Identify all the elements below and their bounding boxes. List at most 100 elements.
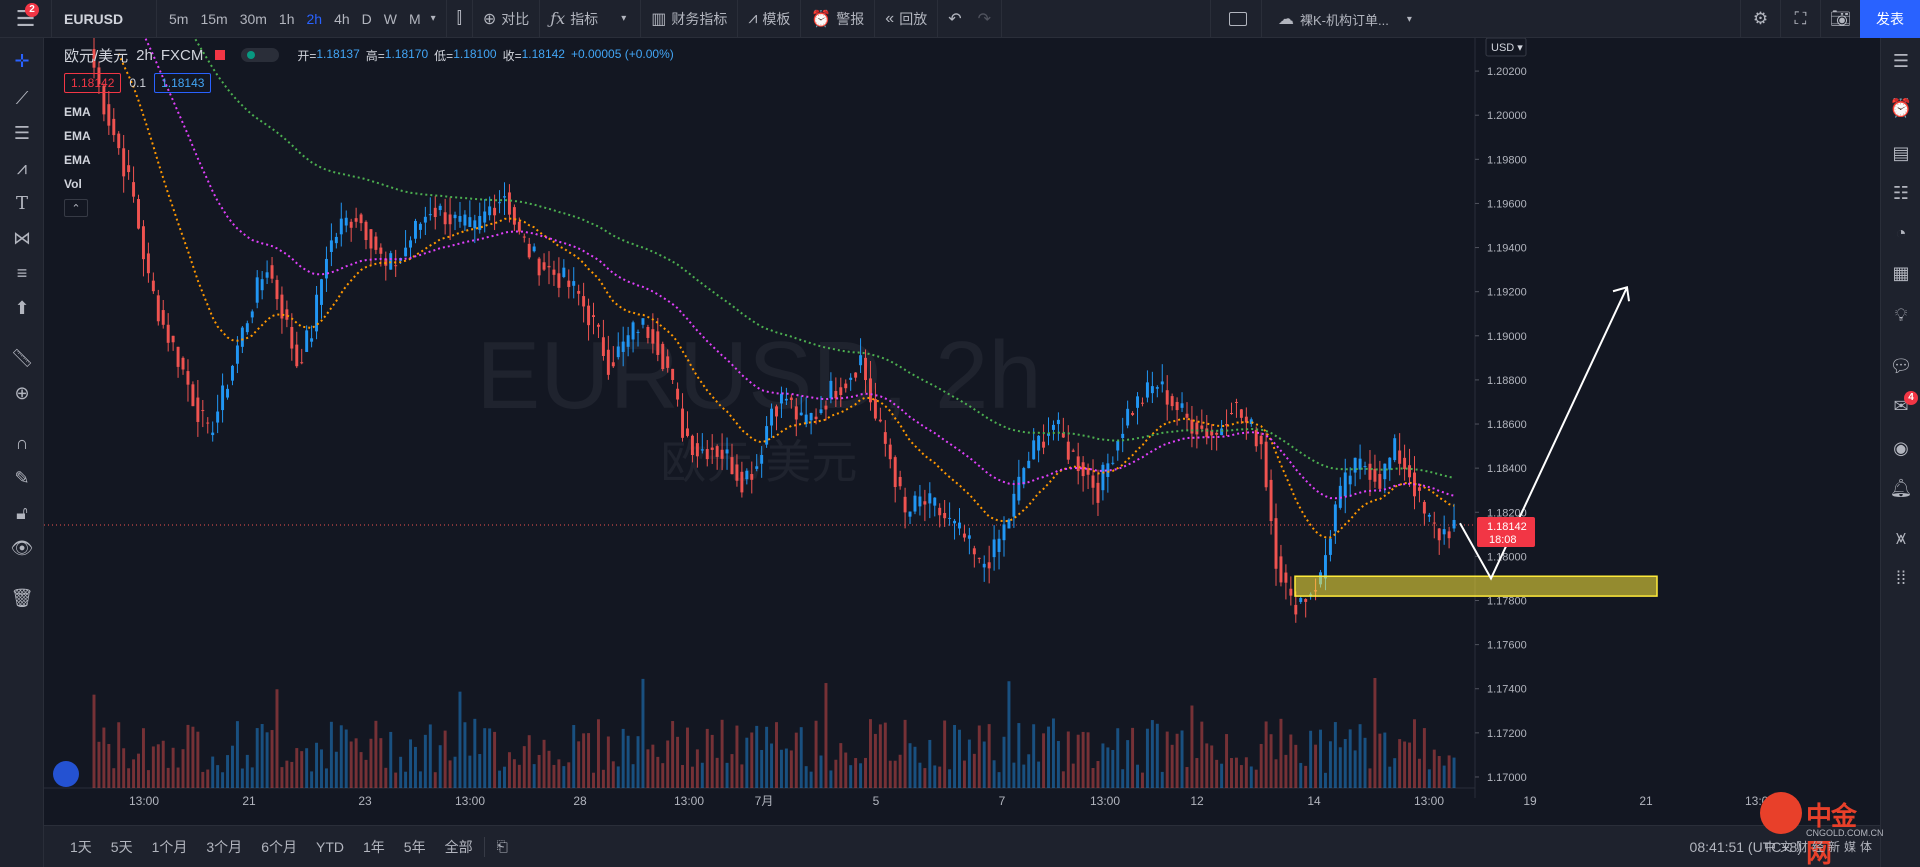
alerts-button[interactable]: ⏰ [1881,93,1920,123]
text-tool[interactable]: T [0,188,44,218]
main-menu-button[interactable]: ☰ 2 [0,0,52,38]
snapshot-button[interactable]: 📷︎ [1820,0,1860,38]
indicator-ema-3[interactable]: EMA [64,153,91,167]
candle-body [1343,472,1347,497]
node-tool[interactable]: ⋈ [0,223,44,253]
volume-bar [478,754,482,788]
indicator-volume[interactable]: Vol [64,177,82,191]
candle-body [1160,381,1164,385]
x-tick-label: 19 [1523,794,1537,808]
data-window-button[interactable]: ☷ [1881,178,1920,208]
interval-m[interactable]: M [409,10,421,27]
draw-mode-tool[interactable]: ✎ [0,463,44,493]
interval-w[interactable]: W [383,10,397,27]
hide-tool[interactable]: 👁︎ [0,533,44,563]
candle-body [611,362,615,367]
volume-bar [1299,762,1303,788]
price-chart[interactable]: EURUSD, 2h 欧元/美元 1.20200 1.20000 1.19800 1.19… [44,38,1880,825]
range-3m[interactable]: 3个月 [206,838,243,855]
fullscreen-button[interactable]: ⛶ [1780,0,1820,38]
interval-dropdown-icon[interactable]: ▾ [430,13,436,24]
crosshair-tool[interactable]: ✛ [0,46,44,76]
buy-button[interactable]: 1.18143 [154,73,212,93]
market-status-toggle[interactable] [241,48,280,62]
lock-icon: 🔓︎ [16,502,28,523]
lock-tool[interactable]: 🔓︎ [0,498,44,528]
candle-body [522,236,526,238]
dom-button[interactable]: ⁞⁞ [1881,563,1920,593]
notifications-button[interactable]: 🔔︎ [1881,473,1920,503]
fib-tool[interactable]: ≡ [0,258,44,288]
candle-body [859,355,863,366]
interval-1h[interactable]: 1h [278,10,295,27]
trading-button[interactable]: ⩙ [1881,523,1920,553]
legend-collapse-button[interactable]: ⌃ [64,199,88,217]
range-1d[interactable]: 1天 [70,838,92,855]
compare-button[interactable]: ⊕ 对比 [473,0,541,38]
layout-select-icon[interactable] [1229,12,1247,26]
alert-button[interactable]: ⏰ 警报 [801,0,876,38]
pattern-tool[interactable]: ⩘ [0,153,44,183]
interval-d[interactable]: D [361,10,372,27]
messages-button[interactable]: ✉ 4 [1881,391,1920,421]
settings-button[interactable]: ⚙ [1740,0,1780,38]
range-6m[interactable]: 6个月 [261,838,297,855]
magnet-tool[interactable]: ∩ [0,428,44,458]
horizontal-line-tool[interactable]: ☰ [0,118,44,148]
news-button[interactable]: ▤ [1881,138,1920,168]
indicator-ema-1[interactable]: EMA [64,105,91,119]
indicators-button[interactable]: ƒx 指标 ▾ [540,0,642,38]
redo-icon[interactable]: ↷ [977,10,992,28]
interval-5m[interactable]: 5m [169,10,189,27]
range-1m[interactable]: 1个月 [151,838,188,855]
layout-name-button[interactable]: ☁ 裸K-机构订单... ▾ [1261,0,1422,38]
publish-button[interactable]: 发表 [1860,0,1920,38]
arrow-tool[interactable]: ⬆ [0,293,44,323]
replay-button[interactable]: «回放 [875,0,939,38]
volume-bar [280,767,284,788]
hotlist-button[interactable]: ◔ [1881,218,1920,248]
range-5d[interactable]: 5天 [110,838,133,855]
remove-drawings-tool[interactable]: 🗑︎ [0,583,44,613]
candle-body [814,416,818,420]
interval-30m[interactable]: 30m [239,10,267,27]
volume-bar [117,722,121,788]
range-all[interactable]: 全部 [444,838,473,855]
interval-4h[interactable]: 4h [334,10,350,27]
watchlist-button[interactable]: ☰ [1881,46,1920,76]
range-5y[interactable]: 5年 [403,838,426,855]
undo-icon[interactable]: ↶ [948,10,962,28]
candle-body [601,337,605,356]
volume-bar [824,683,828,788]
chart-type-button[interactable]: ⫿ [447,0,473,38]
volume-bar [517,764,521,788]
financials-button[interactable]: ▥ 财务指标 [641,0,739,38]
candle-body [1165,390,1169,405]
chat-button[interactable]: 💬︎ [1881,351,1920,381]
sell-button[interactable]: 1.18142 [64,73,122,93]
legend-symbol-title[interactable]: 欧元/美元 [64,47,129,65]
candle-body [1170,396,1174,407]
candle-body [1200,425,1204,429]
streams-button[interactable]: ◉ [1881,433,1920,463]
calendar-button[interactable]: ▦ [1881,258,1920,288]
volume-bar [1096,761,1100,788]
clock-time[interactable]: 08:41:51 (UTC+8) [1689,838,1802,855]
candle-body [779,393,783,404]
chart-pane[interactable]: EURUSD, 2h 欧元/美元 1.20200 1.20000 1.19800 1.19… [44,38,1880,825]
interval-2h[interactable]: 2h [306,10,323,27]
trendline-tool[interactable]: ⟋ [0,83,44,113]
symbol-search-button[interactable]: EURUSD [52,0,157,38]
interval-15m[interactable]: 15m [200,10,228,27]
range-ytd[interactable]: YTD [315,838,344,855]
zoom-tool[interactable]: ⊕ [0,378,44,408]
volume-bar [626,735,630,788]
indicator-ema-2[interactable]: EMA [64,129,91,143]
flag-icon[interactable] [215,50,226,60]
templates-button[interactable]: ⩘ 模板 [738,0,802,38]
candle-body [1393,438,1397,461]
range-1y[interactable]: 1年 [362,838,385,855]
measure-tool[interactable]: 📏︎ [0,343,44,373]
ideas-button[interactable]: 💡︎ [1881,300,1920,330]
goto-date-button[interactable]: ⎗ [497,838,508,855]
